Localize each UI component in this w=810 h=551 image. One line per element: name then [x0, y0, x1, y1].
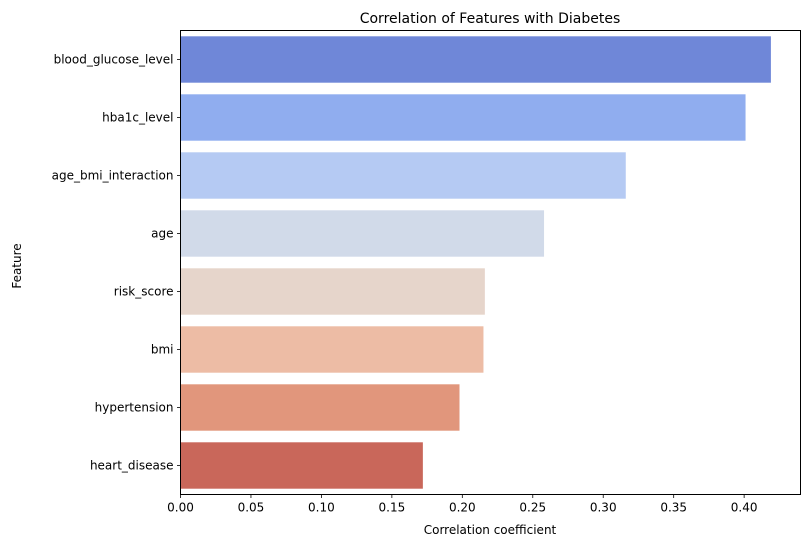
x-tick-label: 0.35 [660, 501, 687, 515]
y-axis-label: Feature [10, 243, 24, 288]
bar-bmi [180, 326, 484, 373]
x-tick-label: 0.10 [308, 501, 335, 515]
y-tick-label: risk_score [114, 285, 174, 299]
bar-age-bmi-interaction [180, 152, 626, 199]
bar-hba1c-level [180, 94, 746, 141]
y-tick-label: hba1c_level [102, 111, 173, 125]
x-tick-label: 0.30 [590, 501, 617, 515]
x-tick-label: 0.15 [379, 501, 406, 515]
bar-risk-score [180, 268, 485, 315]
bar-heart-disease [180, 442, 423, 489]
x-tick-label: 0.40 [731, 501, 758, 515]
y-tick-label: age_bmi_interaction [52, 169, 174, 183]
x-axis-label: Correlation coefficient [424, 523, 557, 537]
x-tick-label: 0.20 [449, 501, 476, 515]
plot-frame [180, 30, 801, 495]
bar-age [180, 210, 545, 257]
x-ticks-layer: 0.00 0.05 0.10 0.15 0.20 0.25 0.30 0.35 0.40 [167, 494, 758, 515]
y-ticks-layer: blood_glucose_level hba1c_level age_bmi_in… [52, 53, 181, 473]
bars-layer [180, 36, 771, 489]
bar-hypertension [180, 384, 460, 431]
bar-blood-glucose-level [180, 36, 771, 83]
y-tick-label: bmi [151, 343, 174, 357]
x-tick-label: 0.00 [167, 501, 194, 515]
y-tick-label: blood_glucose_level [54, 53, 174, 67]
x-tick-label: 0.05 [238, 501, 265, 515]
y-tick-label: age [151, 227, 173, 241]
chart-title: Correlation of Features with Diabetes [360, 11, 621, 27]
x-tick-label: 0.25 [519, 501, 546, 515]
y-tick-label: hypertension [95, 401, 174, 415]
y-tick-label: heart_disease [90, 459, 174, 473]
